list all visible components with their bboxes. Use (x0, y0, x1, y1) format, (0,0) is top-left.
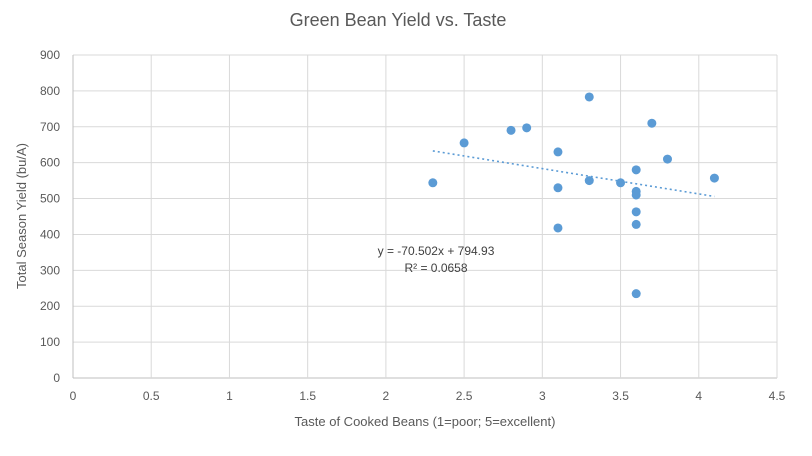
y-tick-label: 300 (40, 263, 60, 277)
x-tick-label: 1.5 (299, 389, 316, 403)
y-tick-label: 600 (40, 156, 60, 170)
y-tick-label: 100 (40, 335, 60, 349)
data-point (584, 176, 594, 186)
y-tick-label: 400 (40, 227, 60, 241)
gridlines (72, 54, 778, 379)
data-point (662, 154, 672, 164)
chart-title: Green Bean Yield vs. Taste (290, 10, 507, 30)
x-tick-label: 2.5 (456, 389, 473, 403)
data-point (506, 125, 516, 135)
y-axis-label: Total Season Yield (bu/A) (14, 143, 29, 289)
x-tick-label: 3.5 (612, 389, 629, 403)
x-tick-label: 4 (695, 389, 702, 403)
tick-labels: 0 100 200 300 400 500 600 700 800 900 0 0.5 1 1.5 2 2.5… (40, 48, 786, 403)
data-point (553, 223, 563, 233)
data-point (631, 165, 641, 175)
x-tick-label: 0.5 (143, 389, 160, 403)
x-tick-label: 4.5 (769, 389, 786, 403)
data-point (631, 207, 641, 217)
data-point (553, 147, 563, 157)
y-tick-label: 800 (40, 84, 60, 98)
data-point (553, 183, 563, 193)
y-tick-label: 500 (40, 192, 60, 206)
trendline (432, 150, 715, 198)
data-point (631, 289, 641, 299)
y-tick-label: 900 (40, 48, 60, 62)
data-point (709, 173, 719, 183)
data-point (616, 178, 626, 188)
x-tick-label: 3 (539, 389, 546, 403)
y-tick-label: 200 (40, 299, 60, 313)
data-point (428, 178, 438, 188)
x-tick-label: 2 (383, 389, 390, 403)
trendline-equation: y = -70.502x + 794.93 (378, 244, 495, 258)
x-tick-label: 1 (226, 389, 233, 403)
data-points (428, 92, 719, 299)
trendline-r-squared: R² = 0.0658 (404, 261, 467, 275)
data-point (647, 118, 657, 128)
data-point (459, 138, 469, 148)
trendline-layer (432, 150, 715, 198)
y-tick-label: 0 (53, 371, 60, 385)
data-point (584, 92, 594, 102)
x-tick-label: 0 (70, 389, 77, 403)
x-axis-label: Taste of Cooked Beans (1=poor; 5=excelle… (295, 414, 556, 429)
data-point (631, 219, 641, 229)
data-point (522, 123, 532, 133)
data-point (631, 190, 641, 200)
y-tick-label: 700 (40, 120, 60, 134)
